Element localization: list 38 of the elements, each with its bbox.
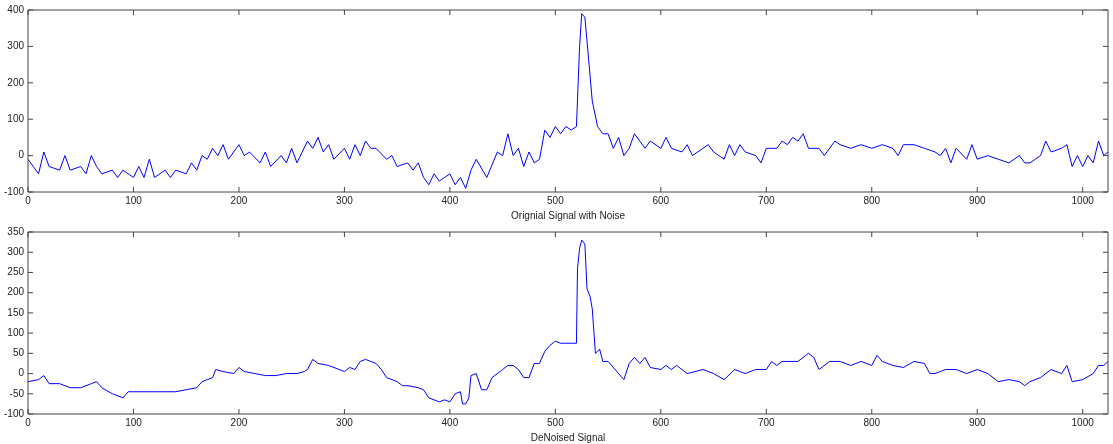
y-tick-label: 400 [7, 3, 25, 15]
x-tick-label: 800 [863, 194, 881, 206]
x-tick-label: 1000 [1071, 416, 1095, 428]
x-tick-label: 700 [757, 194, 776, 206]
y-tick-label: -50 [9, 387, 25, 399]
y-tick-label: 250 [7, 266, 25, 278]
y-tick-label: -100 [4, 407, 25, 419]
x-axis-title: Orignial Signal with Noise [511, 209, 626, 221]
y-tick-label: 200 [7, 76, 25, 88]
x-tick-label: 500 [547, 194, 565, 206]
x-tick-label: 700 [757, 416, 776, 428]
y-tick-label: -100 [4, 185, 25, 197]
x-tick-label: 100 [125, 416, 143, 428]
y-tick-label: 0 [18, 149, 25, 161]
x-tick-label: 200 [230, 194, 248, 206]
x-tick-label: 300 [336, 194, 354, 206]
x-tick-label: 200 [230, 416, 248, 428]
x-tick-label: 1000 [1071, 194, 1095, 206]
y-tick-label: 350 [7, 225, 25, 237]
y-tick-label: 50 [12, 347, 25, 359]
x-tick-label: 400 [441, 416, 459, 428]
x-axis-title: DeNoised Signal [530, 431, 606, 443]
y-tick-label: 100 [7, 326, 25, 338]
y-tick-label: 150 [7, 306, 25, 318]
x-tick-label: 500 [547, 416, 565, 428]
y-tick-label: 0 [18, 367, 25, 379]
x-tick-label: 100 [125, 194, 143, 206]
y-tick-label: 100 [7, 112, 25, 124]
y-tick-label: 300 [7, 245, 25, 257]
y-tick-label: 200 [7, 286, 25, 298]
x-tick-label: 600 [652, 416, 670, 428]
x-tick-label: 600 [652, 194, 670, 206]
x-tick-label: 900 [968, 416, 986, 428]
x-tick-label: 800 [863, 416, 881, 428]
x-tick-label: 300 [336, 416, 354, 428]
y-tick-label: 300 [7, 40, 25, 52]
x-tick-label: 900 [968, 194, 986, 206]
x-tick-label: 400 [441, 194, 459, 206]
